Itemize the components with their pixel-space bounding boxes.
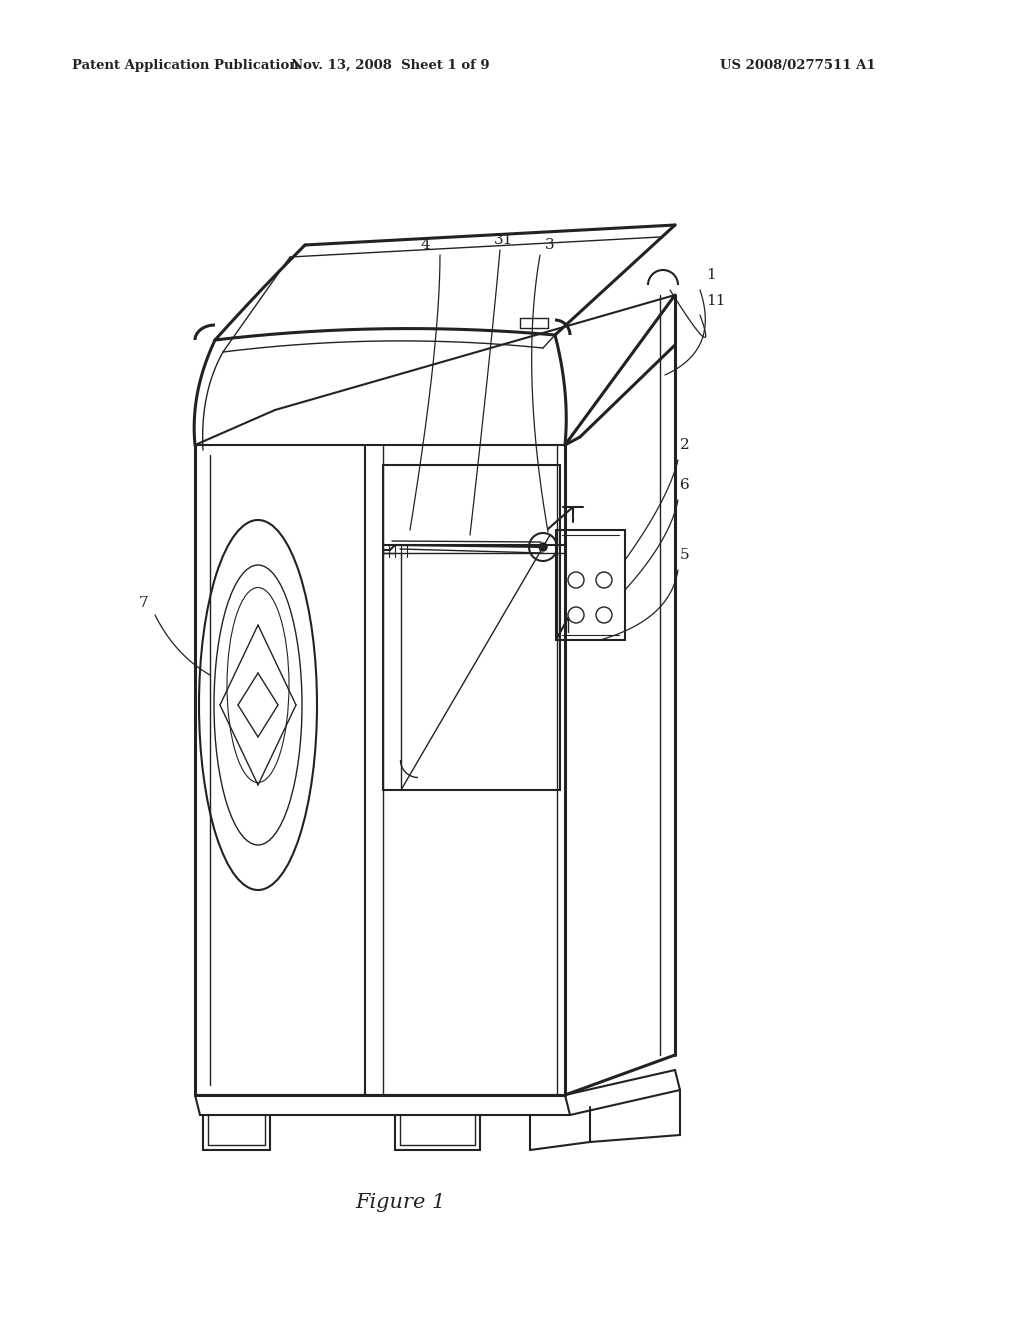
Text: 1: 1 bbox=[706, 268, 716, 282]
Text: 2: 2 bbox=[680, 438, 690, 451]
Text: Patent Application Publication: Patent Application Publication bbox=[72, 58, 299, 71]
Text: 4: 4 bbox=[420, 238, 430, 252]
Text: US 2008/0277511 A1: US 2008/0277511 A1 bbox=[720, 58, 876, 71]
Text: 7: 7 bbox=[138, 597, 148, 610]
Text: Nov. 13, 2008  Sheet 1 of 9: Nov. 13, 2008 Sheet 1 of 9 bbox=[291, 58, 489, 71]
Text: Figure 1: Figure 1 bbox=[355, 1192, 445, 1212]
Text: 3: 3 bbox=[545, 238, 555, 252]
Text: 31: 31 bbox=[494, 234, 513, 247]
Circle shape bbox=[539, 543, 547, 550]
Text: 11: 11 bbox=[706, 294, 725, 308]
Text: 6: 6 bbox=[680, 478, 690, 492]
Text: 5: 5 bbox=[680, 548, 689, 562]
